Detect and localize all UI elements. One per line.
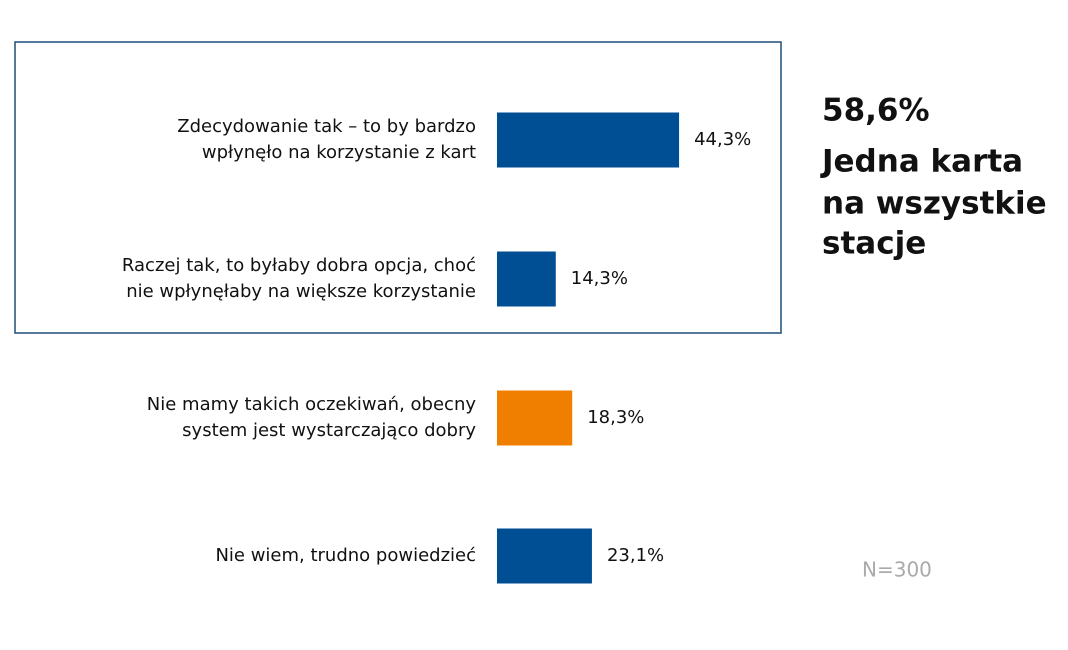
sample-note: N=300 <box>862 558 932 582</box>
annotation-text: Jedna karta <box>820 144 1023 180</box>
bar <box>497 112 680 168</box>
value-label: 14,3% <box>571 268 628 289</box>
value-label: 18,3% <box>587 407 644 428</box>
bar <box>497 390 573 446</box>
annotation-text: na wszystkie <box>822 186 1047 222</box>
bar <box>497 251 556 307</box>
value-label: 23,1% <box>607 545 664 566</box>
category-label: Zdecydowanie tak – to by bardzo <box>177 116 476 137</box>
category-label: system jest wystarczająco dobry <box>182 420 476 441</box>
category-label: nie wpłynęłaby na większe korzystanie <box>126 281 476 302</box>
annotation-value: 58,6% <box>822 93 930 129</box>
bar <box>497 528 592 584</box>
annotation-text: stacje <box>822 226 926 262</box>
category-label: Nie mamy takich oczekiwań, obecny <box>147 394 477 415</box>
category-label: wpłynęło na korzystanie z kart <box>202 142 476 163</box>
highlight-box <box>14 41 782 334</box>
category-label: Nie wiem, trudno powiedzieć <box>215 545 476 566</box>
value-label: 44,3% <box>694 129 751 150</box>
category-label: Raczej tak, to byłaby dobra opcja, choć <box>122 255 476 276</box>
